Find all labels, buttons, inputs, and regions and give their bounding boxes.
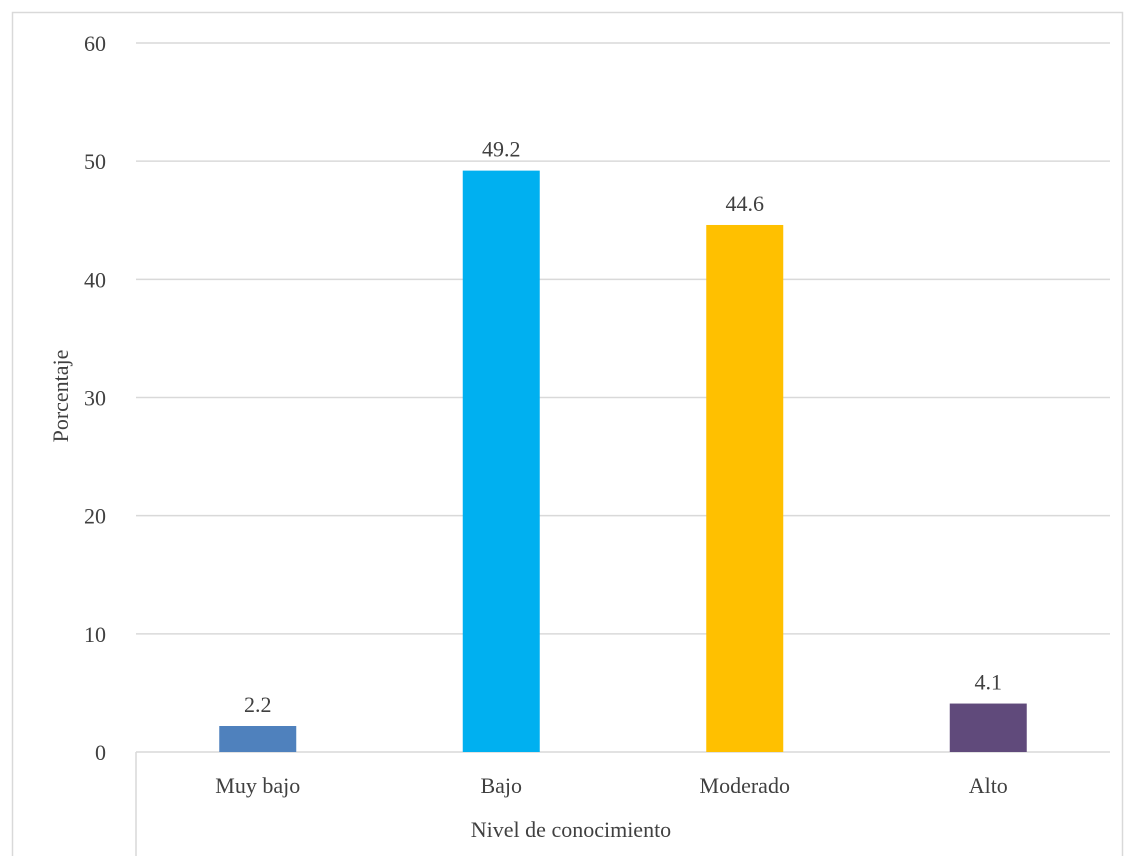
y-tick-label: 30 <box>84 386 106 411</box>
y-tick-label: 20 <box>84 504 106 529</box>
x-tick-label: Alto <box>969 773 1008 798</box>
data-label: 2.2 <box>244 692 272 717</box>
data-label: 49.2 <box>482 137 521 162</box>
bar-bajo <box>462 170 540 752</box>
x-axis-ticks: Muy bajo Bajo Moderado Alto <box>135 752 1008 856</box>
x-tick-label: Bajo <box>480 773 522 798</box>
y-axis-title: Porcentaje <box>48 350 73 443</box>
y-tick-label: 10 <box>84 622 106 647</box>
x-tick-label: Muy bajo <box>215 773 300 798</box>
bars <box>219 170 1027 752</box>
data-labels: 2.2 49.2 44.6 4.1 <box>244 137 1002 717</box>
y-tick-label: 60 <box>84 31 106 56</box>
data-label: 44.6 <box>726 191 765 216</box>
data-label: 4.1 <box>975 670 1003 695</box>
x-tick-label: Moderado <box>700 773 790 798</box>
y-tick-label: 50 <box>84 149 106 174</box>
y-axis-ticks: 0 10 20 30 40 50 60 <box>84 31 106 765</box>
y-tick-label: 40 <box>84 267 106 292</box>
y-tick-label: 0 <box>95 740 106 765</box>
bar-moderado <box>706 224 784 752</box>
bar-muy-bajo <box>219 726 297 752</box>
gridlines <box>136 42 1110 753</box>
x-axis-title: Nivel de conocimiento <box>471 817 671 842</box>
bar-alto <box>949 703 1027 752</box>
chart-frame-border <box>11 11 1124 856</box>
